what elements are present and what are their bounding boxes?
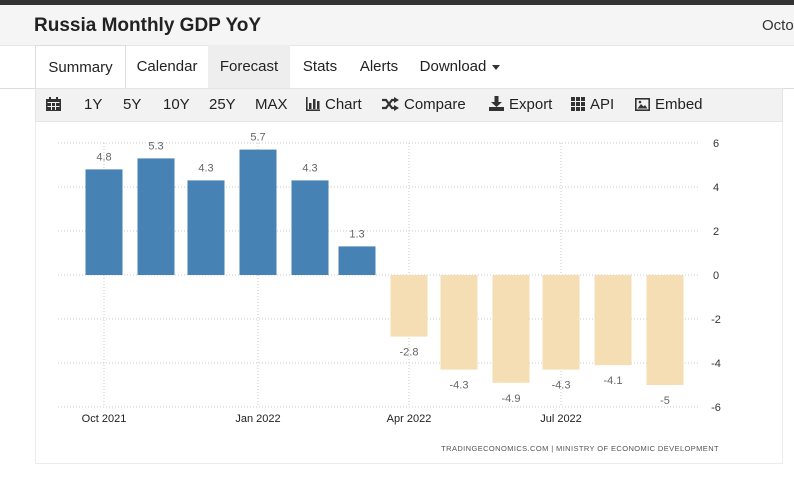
chart-source: TRADINGECONOMICS.COM | MINISTRY OF ECONO… xyxy=(441,444,719,453)
chart-label: Chart xyxy=(325,96,362,113)
tab-stats[interactable]: Stats xyxy=(302,58,338,75)
data-label: 4.3 xyxy=(198,162,213,174)
tab-alerts[interactable]: Alerts xyxy=(359,58,399,75)
top-bar xyxy=(0,0,794,5)
bar xyxy=(594,275,632,366)
compare-button[interactable]: Compare xyxy=(382,89,466,121)
y-tick-label: -4 xyxy=(711,358,721,370)
header-date: Octo xyxy=(762,17,794,34)
bar xyxy=(85,169,123,275)
api-button[interactable]: API xyxy=(571,89,614,121)
bar xyxy=(390,275,428,337)
bar xyxy=(542,275,580,370)
chart-data-labels: 4.8 5.3 4.3 5.7 4.3 1.3 -2.8 -4.3 -4.9 -4.3 -4.1 -5 xyxy=(96,132,670,407)
data-label: 1.3 xyxy=(349,228,364,240)
tab-calendar[interactable]: Calendar xyxy=(136,58,198,75)
calendar-button[interactable] xyxy=(46,89,66,121)
tab-forecast[interactable]: Forecast xyxy=(208,45,290,88)
range-1y[interactable]: 1Y xyxy=(84,96,103,113)
page-title: Russia Monthly GDP YoY xyxy=(34,15,261,36)
grid-icon xyxy=(571,97,585,111)
bar xyxy=(137,158,175,275)
x-tick-label: Jul 2022 xyxy=(540,413,582,425)
data-label: -4.3 xyxy=(450,380,469,392)
chart-toolbar: 1Y 5Y 10Y 25Y MAX Chart Compare Export A… xyxy=(35,88,783,122)
bar xyxy=(646,275,684,385)
x-tick-label: Apr 2022 xyxy=(387,413,432,425)
y-tick-label: 4 xyxy=(713,182,719,194)
range-5y[interactable]: 5Y xyxy=(123,96,142,113)
x-tick-label: Oct 2021 xyxy=(82,413,127,425)
tab-download-label: Download xyxy=(419,58,487,75)
bar xyxy=(291,180,329,275)
page-header: Russia Monthly GDP YoY Octo xyxy=(0,5,794,46)
range-25y[interactable]: 25Y xyxy=(209,96,236,113)
api-label: API xyxy=(590,96,615,113)
data-label: 5.3 xyxy=(148,140,163,152)
data-label: -4.1 xyxy=(604,375,623,387)
export-label: Export xyxy=(509,96,553,113)
y-tick-label: -6 xyxy=(711,402,721,414)
x-axis-ticks: Oct 2021 Jan 2022 Apr 2022 Jul 2022 xyxy=(82,413,582,425)
bar xyxy=(440,275,478,370)
bar xyxy=(187,180,225,275)
caret-down-icon xyxy=(492,64,501,70)
shuffle-icon xyxy=(382,97,399,111)
export-button[interactable]: Export xyxy=(489,89,552,121)
embed-label: Embed xyxy=(655,96,703,113)
tab-download[interactable]: Download xyxy=(410,45,510,88)
data-label: 4.8 xyxy=(96,151,111,163)
data-label: -4.3 xyxy=(552,380,571,392)
bar xyxy=(239,149,277,275)
y-tick-label: 2 xyxy=(713,226,719,238)
compare-label: Compare xyxy=(404,96,466,113)
bar xyxy=(338,246,376,275)
bar-chart-icon xyxy=(306,97,320,111)
chart-panel xyxy=(35,122,783,464)
chart-type-button[interactable]: Chart xyxy=(306,89,362,121)
embed-button[interactable]: Embed xyxy=(635,89,703,121)
range-max[interactable]: MAX xyxy=(255,96,288,113)
data-label: 5.7 xyxy=(250,132,265,144)
chart-bars xyxy=(85,149,684,385)
y-tick-label: 6 xyxy=(713,138,719,150)
range-10y[interactable]: 10Y xyxy=(163,96,190,113)
data-label: -4.9 xyxy=(502,393,521,405)
calendar-icon xyxy=(46,97,61,111)
bar xyxy=(492,275,530,383)
data-label: -2.8 xyxy=(400,347,419,359)
download-icon xyxy=(489,96,504,111)
data-label: -5 xyxy=(660,395,670,407)
y-tick-label: -2 xyxy=(711,314,721,326)
y-tick-label: 0 xyxy=(713,270,719,282)
x-tick-label: Jan 2022 xyxy=(235,413,280,425)
image-icon xyxy=(635,98,650,111)
data-label: 4.3 xyxy=(302,162,317,174)
y-axis-ticks: 6 4 2 0 -2 -4 -6 xyxy=(711,138,721,414)
